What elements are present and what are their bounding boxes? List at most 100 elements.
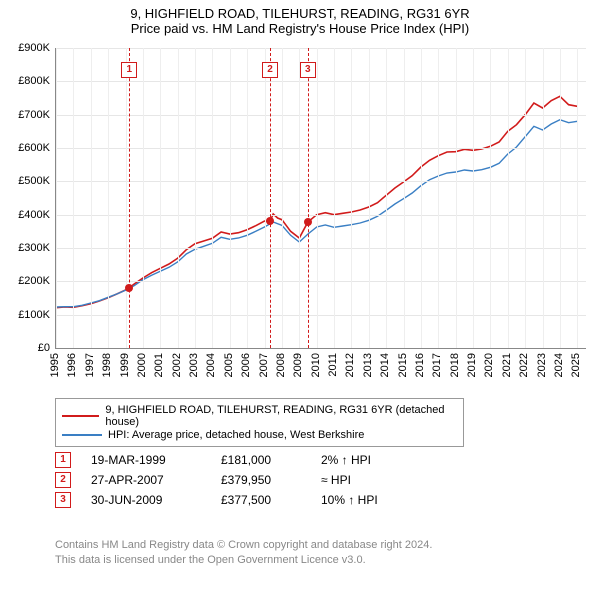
marker-vline (270, 48, 271, 348)
vgridline (73, 48, 74, 348)
y-axis-label: £200K (0, 275, 50, 287)
sale-price: £379,950 (221, 473, 301, 487)
x-axis-label: 2014 (379, 353, 391, 377)
vgridline (404, 48, 405, 348)
sale-index-box: 2 (55, 472, 71, 488)
vgridline (160, 48, 161, 348)
footnote: Contains HM Land Registry data © Crown c… (55, 538, 432, 568)
vgridline (351, 48, 352, 348)
x-axis-label: 2012 (344, 353, 356, 377)
sale-price: £377,500 (221, 493, 301, 507)
legend-label: HPI: Average price, detached house, West… (108, 429, 364, 441)
x-axis-label: 2020 (483, 353, 495, 377)
chart-title-1: 9, HIGHFIELD ROAD, TILEHURST, READING, R… (0, 6, 600, 21)
vgridline (178, 48, 179, 348)
y-axis-label: £600K (0, 142, 50, 154)
sale-hpi: ≈ HPI (321, 473, 351, 487)
vgridline (91, 48, 92, 348)
vgridline (317, 48, 318, 348)
x-axis-label: 2008 (275, 353, 287, 377)
x-axis-label: 2019 (466, 353, 478, 377)
y-axis-label: £400K (0, 209, 50, 221)
x-axis-label: 2001 (153, 353, 165, 377)
vgridline (299, 48, 300, 348)
x-axis-label: 2007 (258, 353, 270, 377)
x-axis-label: 2004 (205, 353, 217, 377)
gridline (56, 81, 586, 82)
marker-box: 3 (300, 62, 316, 78)
y-axis-label: £500K (0, 175, 50, 187)
x-axis-label: 2009 (292, 353, 304, 377)
vgridline (369, 48, 370, 348)
gridline (56, 215, 586, 216)
vgridline (212, 48, 213, 348)
footnote-line-1: Contains HM Land Registry data © Crown c… (55, 538, 432, 553)
sale-hpi: 2% ↑ HPI (321, 453, 371, 467)
x-axis-label: 2016 (414, 353, 426, 377)
x-axis-label: 2022 (518, 353, 530, 377)
x-axis-label: 2003 (188, 353, 200, 377)
vgridline (56, 48, 57, 348)
sale-date: 27-APR-2007 (91, 473, 201, 487)
vgridline (473, 48, 474, 348)
vgridline (577, 48, 578, 348)
x-axis-label: 1998 (101, 353, 113, 377)
x-axis-label: 2011 (327, 353, 339, 377)
x-axis-label: 2002 (171, 353, 183, 377)
vgridline (230, 48, 231, 348)
chart-lines (56, 48, 586, 348)
vgridline (108, 48, 109, 348)
vgridline (560, 48, 561, 348)
vgridline (456, 48, 457, 348)
x-axis-label: 2015 (397, 353, 409, 377)
x-axis-label: 2024 (553, 353, 565, 377)
y-axis-label: £900K (0, 42, 50, 54)
marker-dot (125, 284, 133, 292)
x-axis-label: 1995 (49, 353, 61, 377)
sale-date: 19-MAR-1999 (91, 453, 201, 467)
vgridline (525, 48, 526, 348)
vgridline (438, 48, 439, 348)
vgridline (282, 48, 283, 348)
legend-item: 9, HIGHFIELD ROAD, TILEHURST, READING, R… (62, 404, 457, 428)
x-axis-label: 2017 (431, 353, 443, 377)
legend-swatch (62, 434, 102, 436)
marker-vline (308, 48, 309, 348)
vgridline (386, 48, 387, 348)
marker-dot (266, 217, 274, 225)
x-axis-label: 2010 (310, 353, 322, 377)
gridline (56, 115, 586, 116)
x-axis-label: 2013 (362, 353, 374, 377)
gridline (56, 48, 586, 49)
vgridline (143, 48, 144, 348)
sale-date: 30-JUN-2009 (91, 493, 201, 507)
vgridline (265, 48, 266, 348)
vgridline (334, 48, 335, 348)
x-axis-label: 2025 (570, 353, 582, 377)
marker-vline (129, 48, 130, 348)
vgridline (490, 48, 491, 348)
vgridline (508, 48, 509, 348)
vgridline (247, 48, 248, 348)
sales-table: 1 19-MAR-1999 £181,000 2% ↑ HPI 2 27-APR-2007… (55, 448, 378, 512)
y-axis-label: £300K (0, 242, 50, 254)
y-axis-label: £700K (0, 109, 50, 121)
chart-container: 9, HIGHFIELD ROAD, TILEHURST, READING, R… (0, 0, 600, 590)
legend: 9, HIGHFIELD ROAD, TILEHURST, READING, R… (55, 398, 464, 447)
x-axis-label: 2000 (136, 353, 148, 377)
marker-dot (304, 218, 312, 226)
sale-row: 2 27-APR-2007 £379,950 ≈ HPI (55, 472, 378, 488)
sale-index-box: 1 (55, 452, 71, 468)
vgridline (543, 48, 544, 348)
x-axis-label: 2021 (501, 353, 513, 377)
sale-price: £181,000 (221, 453, 301, 467)
vgridline (195, 48, 196, 348)
marker-box: 1 (121, 62, 137, 78)
x-axis-label: 1997 (84, 353, 96, 377)
legend-item: HPI: Average price, detached house, West… (62, 429, 457, 441)
plot-area: 1 2 3 (55, 48, 586, 349)
y-axis-label: £800K (0, 75, 50, 87)
marker-box: 2 (262, 62, 278, 78)
gridline (56, 281, 586, 282)
x-axis-label: 2023 (536, 353, 548, 377)
